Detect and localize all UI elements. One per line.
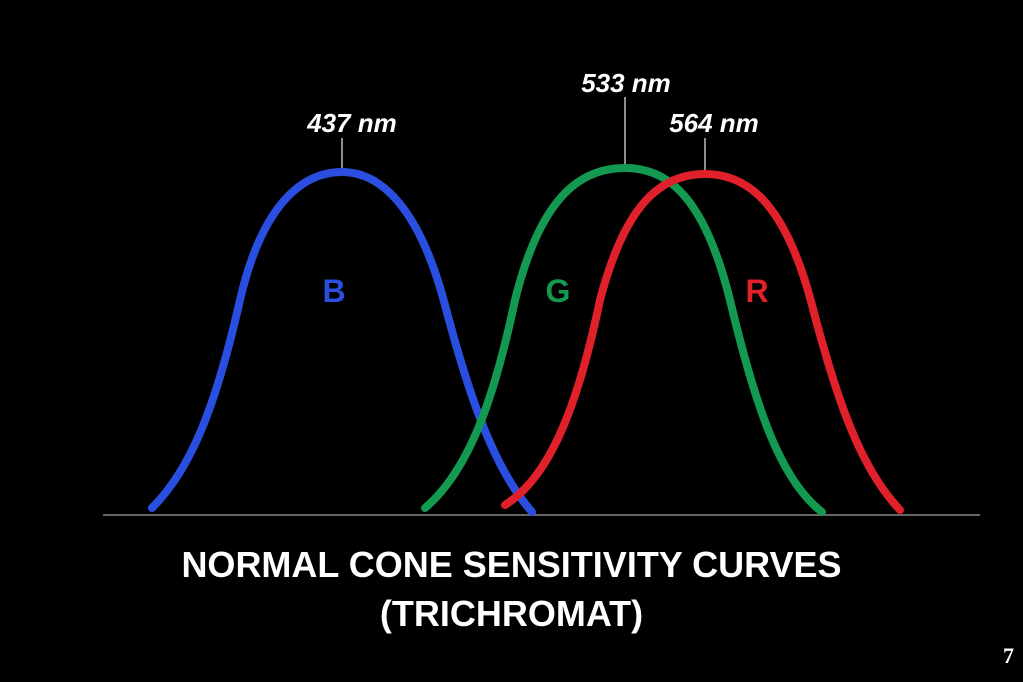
blue-peak-label: 437 nm <box>306 108 397 138</box>
slide-subtitle: (TRICHROMAT) <box>379 593 644 634</box>
page-number: 7 <box>1003 643 1014 668</box>
blue-cone-curve <box>148 167 536 516</box>
red-peak-label: 564 nm <box>669 108 759 138</box>
green-cone-curve <box>421 163 826 516</box>
blue-cone-letter: B <box>322 273 345 309</box>
green-cone-letter: G <box>546 273 571 309</box>
slide-title: NORMAL CONE SENSITIVITY CURVES <box>181 544 842 585</box>
red-cone-curve <box>501 169 904 514</box>
red-cone-letter: R <box>745 273 768 309</box>
green-peak-label: 533 nm <box>581 68 671 98</box>
